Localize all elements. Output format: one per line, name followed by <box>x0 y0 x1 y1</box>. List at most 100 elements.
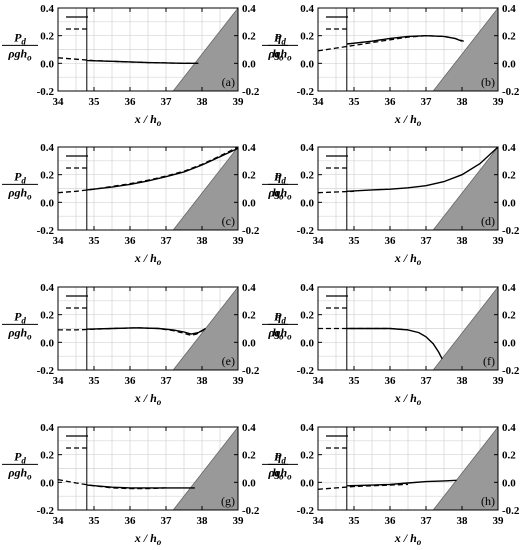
y2-tick-label: 0.2 <box>502 310 516 322</box>
y-axis-label-numerator: Pd <box>14 449 26 465</box>
y2-tick-label: 0.0 <box>502 58 516 70</box>
y2-tick-label: 0.4 <box>502 282 516 294</box>
panel-f: 34 35 36 37 38 39-0.20.00.20.4-0.20.00.20.4(f… <box>262 282 520 407</box>
x-tick-label: 36 <box>385 235 397 247</box>
y-axis-label-numerator: Pd <box>274 30 286 46</box>
y-axis-label-o: o <box>287 471 292 481</box>
y-axis-label-rho: ρgh <box>267 325 287 339</box>
x-tick-label: 38 <box>197 235 209 247</box>
free-surface-line <box>317 483 409 490</box>
x-tick-label: 36 <box>125 235 137 247</box>
x-axis-label-sub: o <box>417 537 422 547</box>
x-axis-label-x: x <box>134 251 141 265</box>
x-tick-label: 34 <box>313 235 325 247</box>
y2-tick-label: 0.0 <box>242 337 256 349</box>
legend <box>66 295 88 309</box>
y-axis-label-rho: ρgh <box>7 325 27 339</box>
y2-tick-label: 0.2 <box>502 31 516 43</box>
panel-b: 34 35 36 37 38 39-0.20.00.20.4-0.20.00.20.4(b… <box>262 3 520 128</box>
y-axis-label-denominator: ρgho <box>267 185 292 201</box>
panel-label: (a) <box>222 75 235 89</box>
free-surface-line <box>317 35 464 52</box>
legend <box>326 295 348 309</box>
x-axis-label-h: h <box>410 112 417 126</box>
x-axis-label: x / ho <box>134 112 162 128</box>
y2-tick-label: 0.4 <box>242 422 256 434</box>
free-surface-line <box>57 478 167 490</box>
x-axis-label-h: h <box>150 251 157 265</box>
y2-axis-label-h: h <box>272 325 279 339</box>
x-axis-label-slash: / <box>141 391 150 405</box>
x-tick-label: 34 <box>313 515 325 527</box>
y-axis-label-p: P <box>274 309 282 323</box>
x-axis-label-h: h <box>150 531 157 545</box>
plot-frame <box>317 426 499 511</box>
y-tick-label: 0.0 <box>40 197 54 209</box>
x-tick-label: 34 <box>53 375 65 387</box>
x-axis-label-slash: / <box>401 251 410 265</box>
x-axis-label: x / ho <box>134 531 162 547</box>
y-axis-label-numerator: Pd <box>14 309 26 325</box>
x-tick-label: 36 <box>125 375 137 387</box>
y-axis-label-denominator: ρgho <box>7 325 32 341</box>
x-axis-label-x: x <box>394 251 401 265</box>
y2-axis-label-denominator: ho <box>272 465 284 481</box>
y-tick-label: 0.0 <box>40 337 54 349</box>
x-axis-label-x: x <box>394 391 401 405</box>
y-tick-label: 0.4 <box>300 282 314 294</box>
y-tick-label: 0.2 <box>300 170 314 182</box>
x-tick-label: 34 <box>53 96 65 108</box>
panel-a: 34 35 36 37 38 39-0.20.00.20.4-0.20.00.20.4(a… <box>2 3 288 128</box>
y-axis-label-numerator: Pd <box>14 30 26 46</box>
y2-tick-label: 0.2 <box>242 31 256 43</box>
gridlines <box>318 287 498 370</box>
y2-tick-label: -0.2 <box>502 225 520 237</box>
y2-tick-label: 0.4 <box>242 282 256 294</box>
y2-axis-label-eta: η <box>275 449 282 463</box>
y2-axis-label-o: o <box>279 52 284 62</box>
panel-label: (h) <box>481 494 495 508</box>
x-axis-label: x / ho <box>134 251 162 267</box>
y2-tick-label: -0.2 <box>502 86 520 98</box>
y-tick-label: 0.0 <box>40 477 54 489</box>
x-tick-label: 39 <box>233 96 245 108</box>
y-tick-label: -0.2 <box>297 505 315 517</box>
y-axis-label-o: o <box>287 52 292 62</box>
x-tick-label: 36 <box>385 375 397 387</box>
y-axis-label-o: o <box>287 331 292 341</box>
y-tick-label: -0.2 <box>297 225 315 237</box>
y2-axis-label-denominator: ho <box>272 325 284 341</box>
x-tick-label: 35 <box>349 375 361 387</box>
x-tick-label: 38 <box>457 375 469 387</box>
x-axis-label-x: x <box>394 531 401 545</box>
free-surface-line <box>317 190 355 194</box>
y-tick-label: 0.2 <box>300 450 314 462</box>
y-axis-label-denominator: ρgho <box>7 465 32 481</box>
y-tick-label: 0.4 <box>300 3 314 15</box>
plot-frame <box>57 7 239 92</box>
y-axis-label-d: d <box>281 315 286 325</box>
x-tick-label: 34 <box>313 96 325 108</box>
plot-frame <box>57 146 239 231</box>
panel-h: 34 35 36 37 38 39-0.20.00.20.4-0.20.00.20.4(h… <box>262 422 520 547</box>
y-axis-label-o: o <box>27 52 32 62</box>
y2-tick-label: -0.2 <box>242 505 260 517</box>
y2-tick-label: 0.4 <box>242 3 256 15</box>
y2-axis-label-numerator: η <box>275 169 282 183</box>
plot-frame <box>317 286 499 371</box>
x-axis-label-sub: o <box>417 397 422 407</box>
pressure-line <box>86 327 206 335</box>
free-surface-line <box>57 57 199 64</box>
x-axis-label-sub: o <box>157 397 162 407</box>
y2-tick-label: 0.4 <box>502 3 516 15</box>
y2-tick-label: 0.0 <box>242 477 256 489</box>
free-surface-line <box>58 327 205 337</box>
y2-axis-label-eta: η <box>275 169 282 183</box>
y2-tick-label: -0.2 <box>502 505 520 517</box>
x-axis-label-x: x <box>394 112 401 126</box>
x-tick-label: 39 <box>233 235 245 247</box>
y-axis-label-rho: ρgh <box>7 46 27 60</box>
y-axis-label-o: o <box>27 471 32 481</box>
y2-axis-label-eta: η <box>275 309 282 323</box>
